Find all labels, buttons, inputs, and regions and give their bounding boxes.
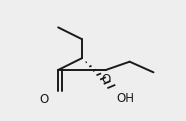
Text: OH: OH <box>117 92 135 105</box>
Text: O: O <box>39 93 48 106</box>
Text: O: O <box>101 73 110 86</box>
